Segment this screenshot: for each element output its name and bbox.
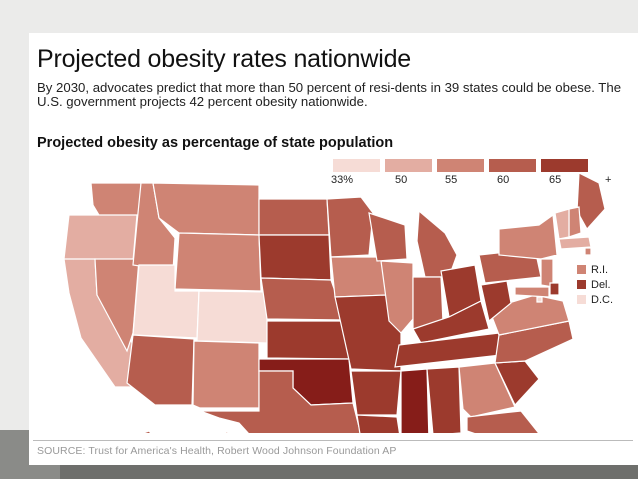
legend-swatch-5 bbox=[541, 159, 588, 172]
state-alabama bbox=[426, 366, 462, 433]
state-florida bbox=[466, 410, 540, 433]
state-colorado bbox=[196, 290, 268, 344]
legend-tick-55: 55 bbox=[445, 174, 458, 186]
state-west-virginia bbox=[480, 280, 512, 323]
state-michigan bbox=[416, 209, 458, 278]
graphic-title: Projected obesity rates nationwide bbox=[37, 45, 411, 73]
us-obesity-map bbox=[63, 172, 606, 433]
state-wyoming bbox=[174, 232, 262, 292]
state-new-mexico bbox=[192, 340, 260, 409]
state-arizona bbox=[126, 334, 195, 406]
small-state-swatch-del bbox=[577, 280, 586, 289]
state-wisconsin bbox=[368, 212, 408, 262]
state-montana bbox=[152, 182, 260, 236]
state-maine bbox=[576, 172, 606, 231]
legend-swatch-3 bbox=[437, 159, 484, 172]
legend-tick-65: 65 bbox=[549, 174, 562, 186]
state-new-york bbox=[498, 213, 558, 260]
state-delaware bbox=[549, 282, 560, 296]
small-state-key-dc: D.C. bbox=[577, 294, 613, 306]
state-kentucky bbox=[412, 300, 490, 344]
infographic: Projected obesity rates nationwide By 20… bbox=[29, 33, 638, 465]
state-rhode-island bbox=[584, 247, 592, 256]
legend-swatch-4 bbox=[489, 159, 536, 172]
source-credit: SOURCE: Trust for America's Health, Robe… bbox=[37, 445, 397, 457]
state-washington bbox=[90, 182, 142, 217]
state-maryland bbox=[514, 286, 550, 298]
legend-tick-33: 33% bbox=[331, 174, 354, 186]
state-hawaii bbox=[223, 429, 231, 433]
state-massachusetts bbox=[558, 236, 592, 250]
state-vermont bbox=[554, 208, 570, 240]
state-illinois bbox=[380, 260, 414, 334]
state-north-dakota bbox=[258, 198, 330, 236]
legend-swatch-2 bbox=[385, 159, 432, 172]
small-state-key-del: Del. bbox=[577, 279, 611, 291]
state-louisiana bbox=[356, 414, 401, 433]
state-texas bbox=[199, 370, 362, 433]
legend-tick-plus: + bbox=[605, 174, 612, 186]
small-state-swatch-ri bbox=[577, 265, 586, 274]
state-mississippi bbox=[400, 368, 430, 433]
state-new-hampshire bbox=[568, 206, 582, 238]
legend-tick-50: 50 bbox=[395, 174, 408, 186]
state-kansas bbox=[266, 320, 350, 360]
small-state-swatch-dc bbox=[577, 295, 586, 304]
state-washington-dc bbox=[536, 296, 543, 303]
state-tennessee bbox=[394, 332, 502, 368]
small-state-key-ri: R.I. bbox=[577, 264, 608, 276]
source-divider bbox=[33, 440, 633, 441]
state-iowa bbox=[330, 256, 388, 298]
legend-swatch-1 bbox=[333, 159, 380, 172]
state-oregon bbox=[63, 214, 138, 262]
legend-tick-60: 60 bbox=[497, 174, 510, 186]
graphic-subtitle: By 2030, advocates predict that more tha… bbox=[37, 80, 622, 109]
legend-title: Projected obesity as percentage of state… bbox=[37, 135, 394, 151]
state-south-dakota bbox=[258, 234, 332, 281]
state-arkansas bbox=[350, 370, 402, 416]
state-minnesota bbox=[326, 196, 374, 258]
legend-scale: 33% 50 55 60 65 + bbox=[329, 159, 629, 189]
state-alaska bbox=[141, 430, 152, 433]
state-nebraska bbox=[260, 277, 346, 321]
state-nevada bbox=[94, 258, 140, 353]
